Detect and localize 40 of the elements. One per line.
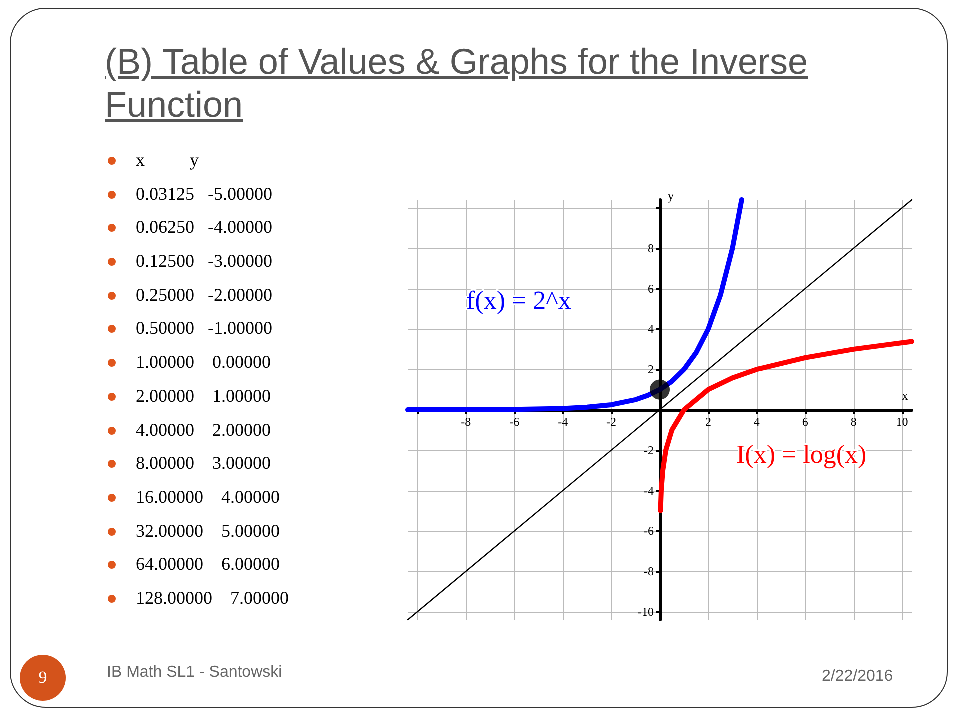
y-tick-label: -6 [644, 524, 654, 538]
text: 0.50000 -1.00000 [108, 318, 289, 352]
text: x y [108, 150, 289, 184]
x-tick-label: 2 [705, 415, 712, 429]
y-tick-label: -2 [644, 443, 654, 458]
y-tick-label: -8 [644, 564, 654, 579]
text: I(x) = log(x) [736, 440, 867, 469]
y-tick-label: 8 [648, 241, 654, 256]
y-tick-label: -4 [644, 484, 654, 498]
y-tick-label: 2 [648, 362, 654, 377]
x-tick-label: 10 [896, 415, 908, 429]
y-tick-label: 4 [648, 322, 654, 336]
text: 0.03125 -5.00000 [108, 184, 289, 218]
x-tick-label: 8 [850, 415, 857, 429]
text: 16.00000 4.00000 [108, 486, 289, 521]
text: 4.00000 2.00000 [108, 420, 289, 454]
text: 64.00000 6.00000 [108, 554, 289, 588]
text: 0.25000 -2.00000 [108, 284, 289, 318]
x-axis-title: x [902, 388, 909, 403]
text: 32.00000 5.00000 [108, 520, 289, 554]
x-tick-label: -8 [461, 415, 472, 429]
x-tick-label: -2 [606, 415, 617, 429]
text: IB Math SL1 - Santowski [107, 664, 282, 682]
text: 128.00000 7.00000 [108, 588, 289, 622]
y-axis-title: y [668, 188, 675, 203]
text: f(x) = 2^x [466, 286, 572, 315]
chart-title: (B) Table of Values & Graphs for the Inverse Function [105, 40, 810, 126]
x-tick-label: 6 [802, 415, 808, 429]
page-number-badge: 9 [20, 655, 66, 701]
text: 0.06250 -4.00000 [108, 217, 289, 252]
text: 0.12500 -3.00000 [108, 251, 289, 285]
text: 1.00000 0.00000 [108, 352, 289, 386]
x-tick-label: 4 [754, 415, 760, 429]
y-tick-label: -10 [638, 604, 654, 619]
x-tick-label: -6 [510, 415, 520, 429]
text: 8.00000 3.00000 [108, 453, 289, 487]
text: 2/22/2016 [822, 668, 894, 686]
y-tick-label: 6 [648, 282, 654, 296]
x-tick-label: -4 [558, 415, 568, 429]
text: 2.00000 1.00000 [108, 386, 289, 420]
